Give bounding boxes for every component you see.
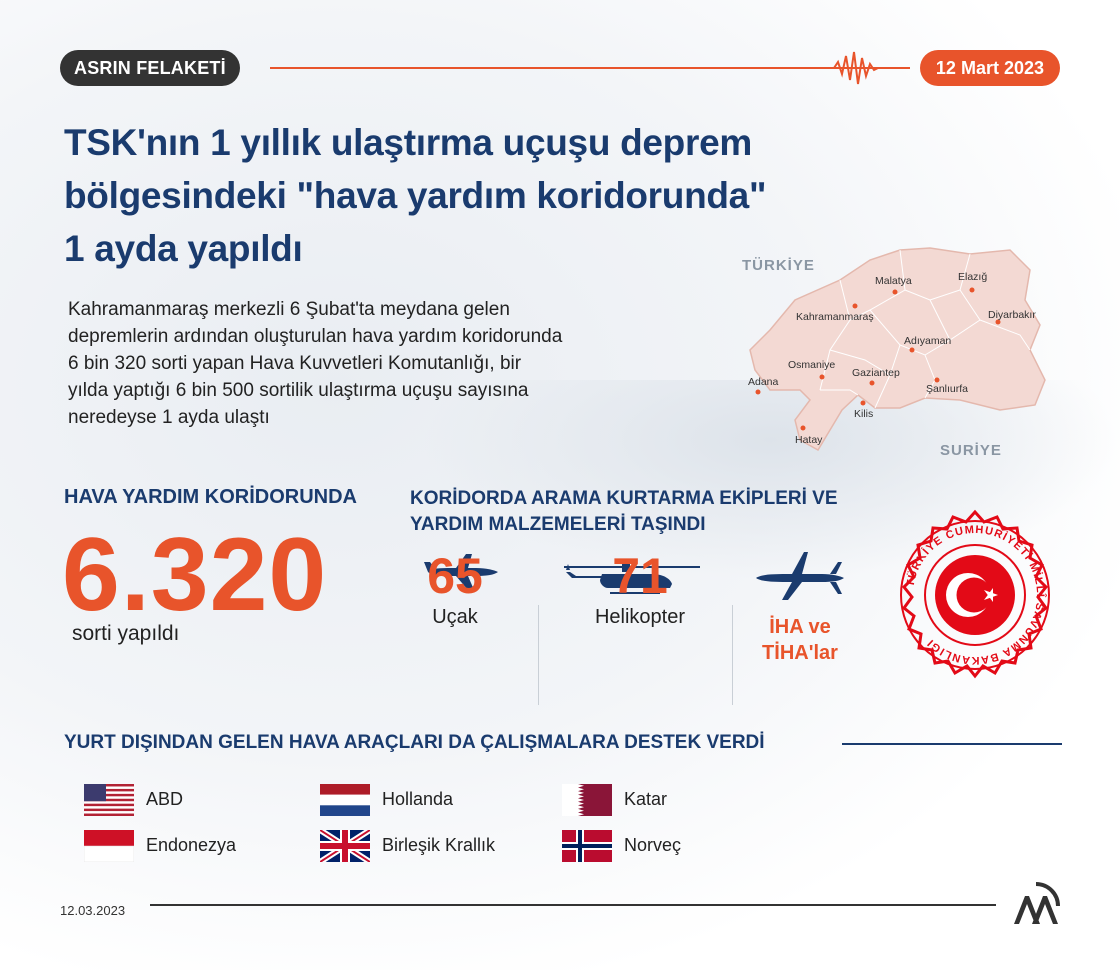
city-label: Hatay xyxy=(795,434,823,446)
city-dot xyxy=(892,289,898,295)
city-label: Kilis xyxy=(854,408,873,420)
city-label: Adana xyxy=(748,376,779,388)
qatar-flag-icon xyxy=(562,784,612,816)
foreign-heading: YURT DIŞINDAN GELEN HAVA ARAÇLARI DA ÇAL… xyxy=(64,732,765,753)
helicopter-label: Helikopter xyxy=(594,606,686,628)
city-dot xyxy=(909,347,915,353)
drone-label-line-2: TİHA'lar xyxy=(762,642,838,664)
country-item-norvec: Norveç xyxy=(562,830,762,862)
netherlands-flag-icon xyxy=(320,784,370,816)
earthquake-region-map: TÜRKİYE SURİYE Malatya Elazığ Kahramanma… xyxy=(742,247,1046,459)
city-label: Osmaniye xyxy=(788,359,835,371)
intro-line: neredeyse 1 ayda ulaştı xyxy=(68,407,270,428)
transport-heading: KORİDORDA ARAMA KURTARMA EKİPLERİ VE YAR… xyxy=(410,486,838,538)
intro-line: Kahramanmaraş merkezli 6 Şubat'ta meydan… xyxy=(68,299,510,320)
city-dot xyxy=(869,380,875,386)
airplane-stat: 65 Uçak xyxy=(410,548,500,630)
country-item-katar: Katar xyxy=(562,784,762,816)
headline-line-1: TSK'nın 1 yıllık ulaştırma uçuşu deprem xyxy=(64,122,752,163)
country-item-birlesik-krallik: Birleşik Krallık xyxy=(320,830,540,862)
city-dot xyxy=(969,287,975,293)
category-tag: ASRIN FELAKETİ xyxy=(60,50,240,86)
divider xyxy=(538,605,539,705)
country-name: Norveç xyxy=(624,835,682,855)
drone-stat: İHA ve TİHA'lar xyxy=(750,614,850,666)
background-sea xyxy=(420,380,1120,580)
city-dot xyxy=(800,425,806,431)
indonesia-flag-icon xyxy=(84,830,134,862)
country-item-abd: ABD xyxy=(84,784,284,816)
city-label: Adıyaman xyxy=(904,335,951,347)
city-dot xyxy=(755,389,761,395)
city-dot xyxy=(852,303,858,309)
seismograph-icon xyxy=(820,51,900,85)
city-label: Diyarbakır xyxy=(988,309,1036,321)
city-dot xyxy=(995,319,1001,325)
country-name: Katar xyxy=(624,789,668,809)
headline: TSK'nın 1 yıllık ulaştırma uçuşu deprem … xyxy=(64,116,924,275)
country-name: Hollanda xyxy=(382,789,454,809)
intro-line: 6 bin 320 sorti yapan Hava Kuvvetleri Ko… xyxy=(68,353,522,374)
city-label: Gaziantep xyxy=(852,367,900,379)
headline-line-2: bölgesindeki "hava yardım koridorunda" xyxy=(64,175,767,216)
drone-icon xyxy=(756,552,844,600)
city-dot xyxy=(860,400,866,406)
airplane-count: 65 xyxy=(427,548,483,604)
divider xyxy=(732,605,733,705)
country-item-hollanda: Hollanda xyxy=(320,784,520,816)
country-name: Birleşik Krallık xyxy=(382,835,496,855)
airplane-icon xyxy=(424,554,498,590)
sorties-label: sorti yapıldı xyxy=(72,622,180,645)
region-shape xyxy=(749,247,1046,452)
header-rule xyxy=(270,67,910,69)
city-dots xyxy=(755,287,1001,431)
airplane-label: Uçak xyxy=(432,606,478,628)
city-label: Malatya xyxy=(875,275,912,287)
province-borders xyxy=(819,249,1031,409)
intro-line: yılda yaptığı 6 bin 500 sortilik ulaştır… xyxy=(68,380,529,401)
headline-line-3: 1 ayda yapıldı xyxy=(64,228,303,269)
city-label: Şanlıurfa xyxy=(926,383,968,395)
helicopter-icon xyxy=(564,564,700,594)
drone-label-line-1: İHA ve xyxy=(769,616,831,638)
usa-flag-icon xyxy=(84,784,134,816)
date-pill: 12 Mart 2023 xyxy=(919,50,1060,86)
city-label: Kahramanmaraş xyxy=(796,311,874,323)
sorties-number: 6.320 xyxy=(62,517,328,633)
map-label-suriye: SURİYE xyxy=(940,442,1002,459)
foreign-heading-rule xyxy=(842,743,1062,745)
aa-logo-icon xyxy=(1014,882,1060,924)
helicopter-stat: 71 Helikopter xyxy=(580,548,700,630)
country-name: ABD xyxy=(146,789,184,809)
transport-heading-line: KORİDORDA ARAMA KURTARMA EKİPLERİ VE xyxy=(410,488,838,509)
map-label-turkiye: TÜRKİYE xyxy=(742,257,815,274)
country-item-endonezya: Endonezya xyxy=(84,830,284,862)
intro-paragraph: Kahramanmaraş merkezli 6 Şubat'ta meydan… xyxy=(68,296,688,431)
helicopter-count: 71 xyxy=(612,548,668,604)
norway-flag-icon xyxy=(562,830,612,862)
uk-flag-icon xyxy=(320,830,370,862)
city-dot xyxy=(934,377,940,383)
header-bar: ASRIN FELAKETİ 12 Mart 2023 xyxy=(60,50,1060,86)
ministry-seal-icon: TÜRKİYE CUMHURİYETİ MİLLÎ SAVUNMA BAKANL… xyxy=(900,509,1050,679)
intro-line: depremlerin ardından oluşturulan hava ya… xyxy=(68,326,563,347)
city-label: Elazığ xyxy=(958,271,987,283)
transport-heading-line: YARDIM MALZEMELERİ TAŞINDI xyxy=(410,514,706,535)
city-dot xyxy=(819,374,825,380)
sorties-heading: HAVA YARDIM KORİDORUNDA xyxy=(64,486,357,508)
footer-rule xyxy=(150,904,996,906)
country-name: Endonezya xyxy=(146,835,237,855)
footer-date: 12.03.2023 xyxy=(60,903,126,918)
